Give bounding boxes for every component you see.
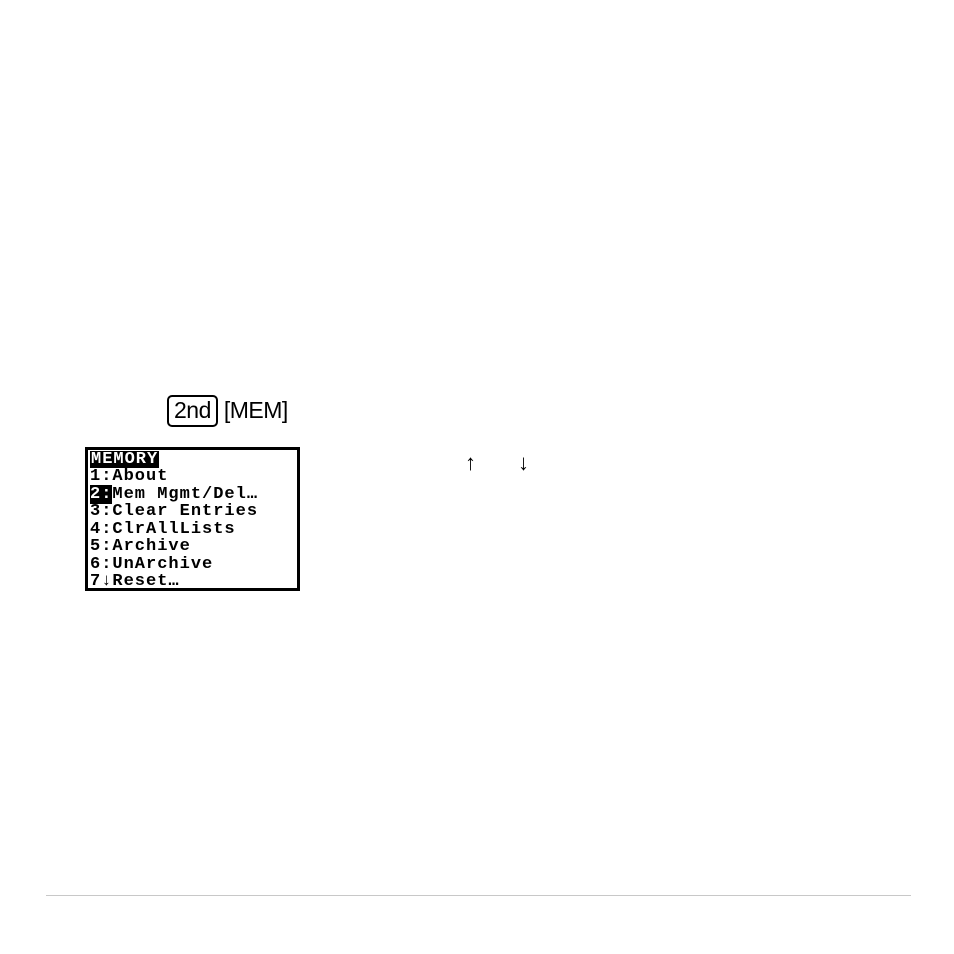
- lcd-title: MEMORY: [90, 451, 159, 469]
- item-num: 6: [90, 555, 101, 574]
- list-item[interactable]: 1:About: [90, 468, 295, 486]
- item-sep: :: [101, 555, 112, 574]
- item-label: Archive: [112, 537, 190, 556]
- item-label: UnArchive: [112, 555, 213, 574]
- mem-key-label: [MEM]: [224, 397, 288, 424]
- scroll-arrows: ↑ ↓: [465, 450, 529, 476]
- item-sep: :: [101, 502, 112, 521]
- content-area: 2nd [MEM] MEMORY 1:About 2:Mem Mgmt/Del……: [85, 395, 905, 591]
- item-sep: ↓: [101, 572, 112, 591]
- item-label: Reset…: [112, 572, 179, 591]
- lcd-title-row: MEMORY: [90, 451, 295, 469]
- horizontal-rule: [46, 895, 911, 896]
- item-label: Mem Mgmt/Del…: [112, 485, 258, 504]
- item-num: 4: [90, 520, 101, 539]
- list-item[interactable]: 5:Archive: [90, 538, 295, 556]
- item-sep: :: [101, 537, 112, 556]
- item-num: 3: [90, 502, 101, 521]
- calculator-lcd: MEMORY 1:About 2:Mem Mgmt/Del… 3:Clear E…: [85, 447, 300, 591]
- item-label: ClrAllLists: [112, 520, 235, 539]
- list-item[interactable]: 3:Clear Entries: [90, 503, 295, 521]
- item-num: 5: [90, 537, 101, 556]
- item-num: 1: [90, 467, 101, 486]
- up-arrow-icon[interactable]: ↑: [465, 450, 476, 476]
- list-item[interactable]: 7↓Reset…: [90, 573, 295, 591]
- item-num: 7: [90, 572, 101, 591]
- item-label: Clear Entries: [112, 502, 258, 521]
- item-sep: :: [101, 520, 112, 539]
- item-num-selected: 2:: [90, 485, 112, 504]
- list-item[interactable]: 2:Mem Mgmt/Del…: [90, 486, 295, 504]
- item-sep: :: [101, 467, 112, 486]
- key-sequence: 2nd [MEM]: [167, 395, 905, 427]
- down-arrow-icon[interactable]: ↓: [518, 450, 529, 476]
- list-item[interactable]: 4:ClrAllLists: [90, 521, 295, 539]
- item-label: About: [112, 467, 168, 486]
- second-key[interactable]: 2nd: [167, 395, 218, 427]
- list-item[interactable]: 6:UnArchive: [90, 556, 295, 574]
